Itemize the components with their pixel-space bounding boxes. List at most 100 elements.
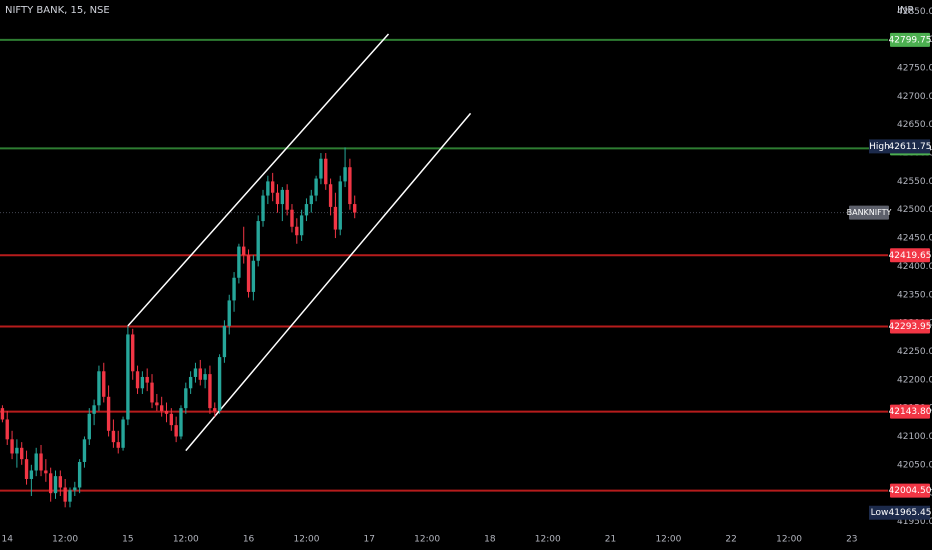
candle-body: [68, 490, 72, 502]
candle-body: [169, 413, 174, 426]
level-price-label: 42143.80: [889, 407, 932, 417]
y-tick-label: 42550.00: [897, 177, 932, 187]
x-tick-label: 23: [846, 535, 857, 545]
candle-body: [20, 447, 24, 460]
x-tick-label: 22: [725, 535, 736, 545]
candle-body: [184, 388, 188, 409]
y-tick-label: 41950.00: [897, 517, 932, 527]
level-price-label: 42799.75: [889, 35, 932, 45]
candle-body: [145, 376, 149, 383]
x-tick-label: 14: [2, 535, 14, 545]
x-tick-label: 15: [122, 535, 133, 545]
level-price-label: 42419.65: [889, 251, 932, 261]
candle-body: [314, 178, 318, 196]
marker-low-value: 41965.45: [889, 508, 932, 518]
candle-body: [290, 209, 294, 227]
marker-high-tag: [869, 139, 890, 154]
candle-body: [338, 181, 342, 230]
candle-body: [270, 181, 275, 193]
candle-body: [198, 368, 202, 380]
candle-body: [242, 246, 246, 256]
candle-body: [116, 442, 120, 448]
candle-body: [203, 374, 207, 380]
y-tick-label: 42350.00: [897, 290, 932, 300]
y-tick-label: 42050.00: [897, 460, 932, 470]
candle-body: [0, 408, 5, 420]
candle-body: [246, 255, 251, 292]
x-tick-label: 17: [363, 535, 374, 545]
channel-trendline[interactable]: [185, 112, 472, 452]
candle-body: [227, 300, 231, 326]
candle-body: [343, 167, 347, 182]
y-tick-label: 42450.00: [897, 234, 932, 244]
candle-body: [92, 405, 96, 414]
candle-body: [44, 470, 48, 474]
candle-body: [77, 461, 82, 488]
y-tick-label: 42750.00: [897, 64, 932, 74]
level-price-label: 42293.95: [889, 322, 932, 332]
x-tick-label: 16: [243, 535, 255, 545]
candle-body: [82, 439, 87, 462]
candle-body: [324, 158, 328, 185]
candle-body: [222, 325, 227, 358]
level-price-tag: [890, 404, 930, 419]
candle-body: [159, 405, 164, 411]
candle-body: [213, 408, 217, 411]
candle-body: [285, 189, 289, 210]
candle-body: [135, 371, 140, 389]
marker-low-tag: [869, 505, 890, 520]
candle-body: [299, 215, 304, 236]
candle-body: [164, 410, 169, 414]
candle-body: [24, 459, 29, 479]
level-price-label: 42004.50: [889, 486, 932, 496]
candle-body: [87, 413, 91, 440]
candle-body: [39, 453, 43, 471]
candle-body: [232, 277, 236, 301]
y-tick-label: 42850.00: [897, 7, 932, 17]
x-tick-label: 12:00: [293, 535, 319, 545]
candle-body: [140, 376, 145, 389]
y-tick-label: 42200.00: [897, 375, 932, 385]
y-tick-label: 42250.00: [897, 347, 932, 357]
candle-body: [48, 473, 53, 494]
x-tick-label: 12:00: [535, 535, 561, 545]
candle-body: [73, 487, 77, 491]
candle-body: [237, 246, 241, 278]
candle-body: [53, 476, 58, 494]
x-tick-label: 12:00: [173, 535, 199, 545]
x-tick-label: 12:00: [52, 535, 78, 545]
candle-body: [217, 357, 222, 411]
x-tick-label: 18: [484, 535, 496, 545]
candle-body: [174, 425, 178, 437]
candle-body: [150, 382, 154, 403]
candle-body: [97, 371, 101, 406]
candle-body: [179, 408, 183, 437]
marker-low-value-tag: [890, 505, 930, 520]
candle-body: [29, 470, 34, 479]
candle-body: [280, 189, 285, 205]
currency-label: INR: [897, 5, 915, 16]
symbol-label: BANKNIFTY: [847, 208, 892, 217]
candle-body: [309, 195, 313, 205]
candle-body: [261, 195, 265, 222]
channel-trendline[interactable]: [127, 33, 390, 327]
candle-body: [126, 334, 130, 420]
x-tick-label: 21: [605, 535, 616, 545]
y-tick-label: 42400.00: [897, 262, 932, 272]
marker-high-name: High: [869, 142, 890, 152]
y-tick-label: 42500.00: [897, 205, 932, 215]
candle-body: [295, 226, 299, 236]
candle-body: [319, 158, 323, 179]
marker-high-value-tag: [890, 139, 930, 154]
x-tick-label: 12:00: [414, 535, 440, 545]
x-tick-label: 12:00: [655, 535, 681, 545]
level-price-tag: [890, 319, 930, 334]
candle-body: [251, 260, 256, 292]
candle-body: [10, 439, 14, 454]
candle-body: [111, 430, 116, 443]
candle-body: [131, 334, 135, 372]
y-tick-label: 42650.00: [897, 120, 932, 130]
candle-body: [275, 192, 280, 205]
candle-body: [266, 181, 270, 196]
